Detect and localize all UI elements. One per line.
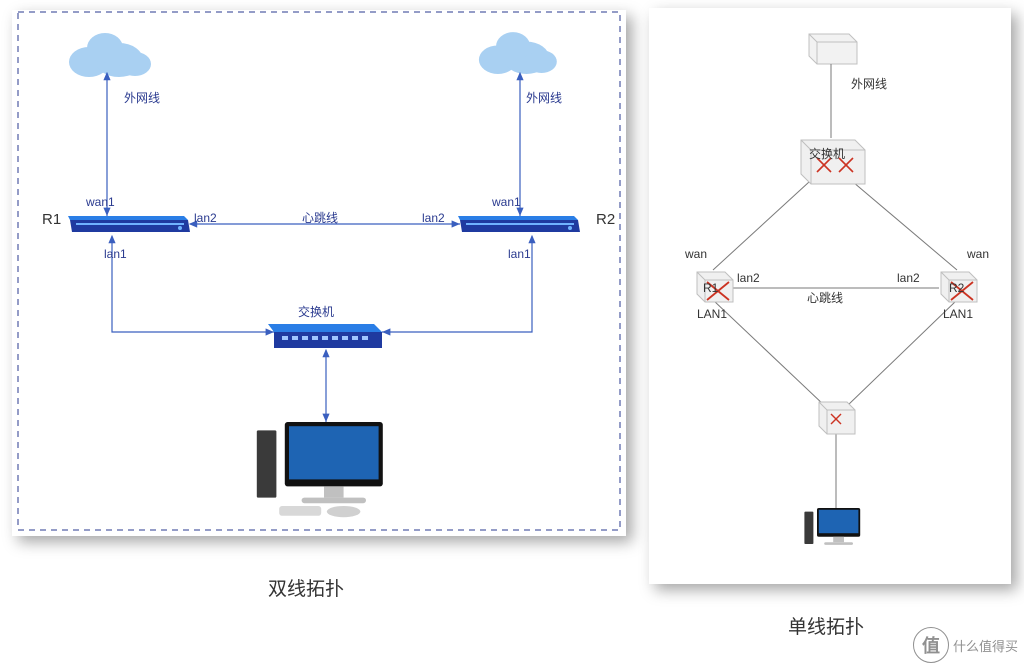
edge <box>713 300 825 406</box>
right-panel: 交换机 外网线 wan wan R1 R2 LAN1 LAN1 lan2 lan… <box>649 8 1011 584</box>
router-icon <box>68 216 190 232</box>
right-diagram: 交换机 外网线 wan wan R1 R2 LAN1 LAN1 lan2 lan… <box>649 8 1011 584</box>
lan2-label: lan2 <box>737 271 760 285</box>
lan1-label: lan1 <box>508 247 531 261</box>
heartbeat-label: 心跳线 <box>302 211 338 225</box>
left-panel: 外网线 外网线 wan1 wan1 lan1 lan1 lan2 lan2 心跳… <box>12 10 626 536</box>
router-label: R2 <box>596 211 615 228</box>
pc-icon <box>804 508 860 545</box>
watermark-icon: 值 <box>913 627 949 663</box>
ext-line-label: 外网线 <box>124 91 160 105</box>
switch-label: 交换机 <box>809 146 845 161</box>
cloud-icon <box>479 32 557 74</box>
lan2-label: lan2 <box>194 211 217 225</box>
right-caption: 单线拓扑 <box>788 612 864 639</box>
lan1-label: lan1 <box>104 247 127 261</box>
switch-icon <box>819 402 855 434</box>
ext-line-label: 外网线 <box>851 77 887 91</box>
internet-box-icon <box>809 34 857 64</box>
left-diagram: 外网线 外网线 wan1 wan1 lan1 lan1 lan2 lan2 心跳… <box>12 10 626 536</box>
edge <box>713 182 809 270</box>
switch-label: 交换机 <box>298 304 334 319</box>
router-label: R1 <box>703 281 719 295</box>
left-caption: 双线拓扑 <box>268 574 344 601</box>
router-label: R2 <box>949 281 965 295</box>
lan1-label: LAN1 <box>697 307 727 321</box>
wan-label: wan1 <box>491 195 521 209</box>
wan-label: wan1 <box>85 195 115 209</box>
watermark-text: 什么值得买 <box>953 636 1018 655</box>
router-label: R1 <box>42 211 61 228</box>
edge <box>853 182 957 270</box>
lan2-label: lan2 <box>422 211 445 225</box>
pc-icon <box>257 422 383 517</box>
heartbeat-label: 心跳线 <box>807 291 843 305</box>
edge <box>847 300 957 406</box>
lan2-label: lan2 <box>897 271 920 285</box>
wan-label: wan <box>684 247 707 261</box>
edge <box>112 236 274 332</box>
ext-line-label: 外网线 <box>526 91 562 105</box>
switch-icon <box>268 324 382 348</box>
wan-label: wan <box>966 247 989 261</box>
cloud-icon <box>69 33 151 77</box>
router-icon <box>458 216 580 232</box>
watermark: 值 什么值得买 <box>913 627 1018 663</box>
lan1-label: LAN1 <box>943 307 973 321</box>
